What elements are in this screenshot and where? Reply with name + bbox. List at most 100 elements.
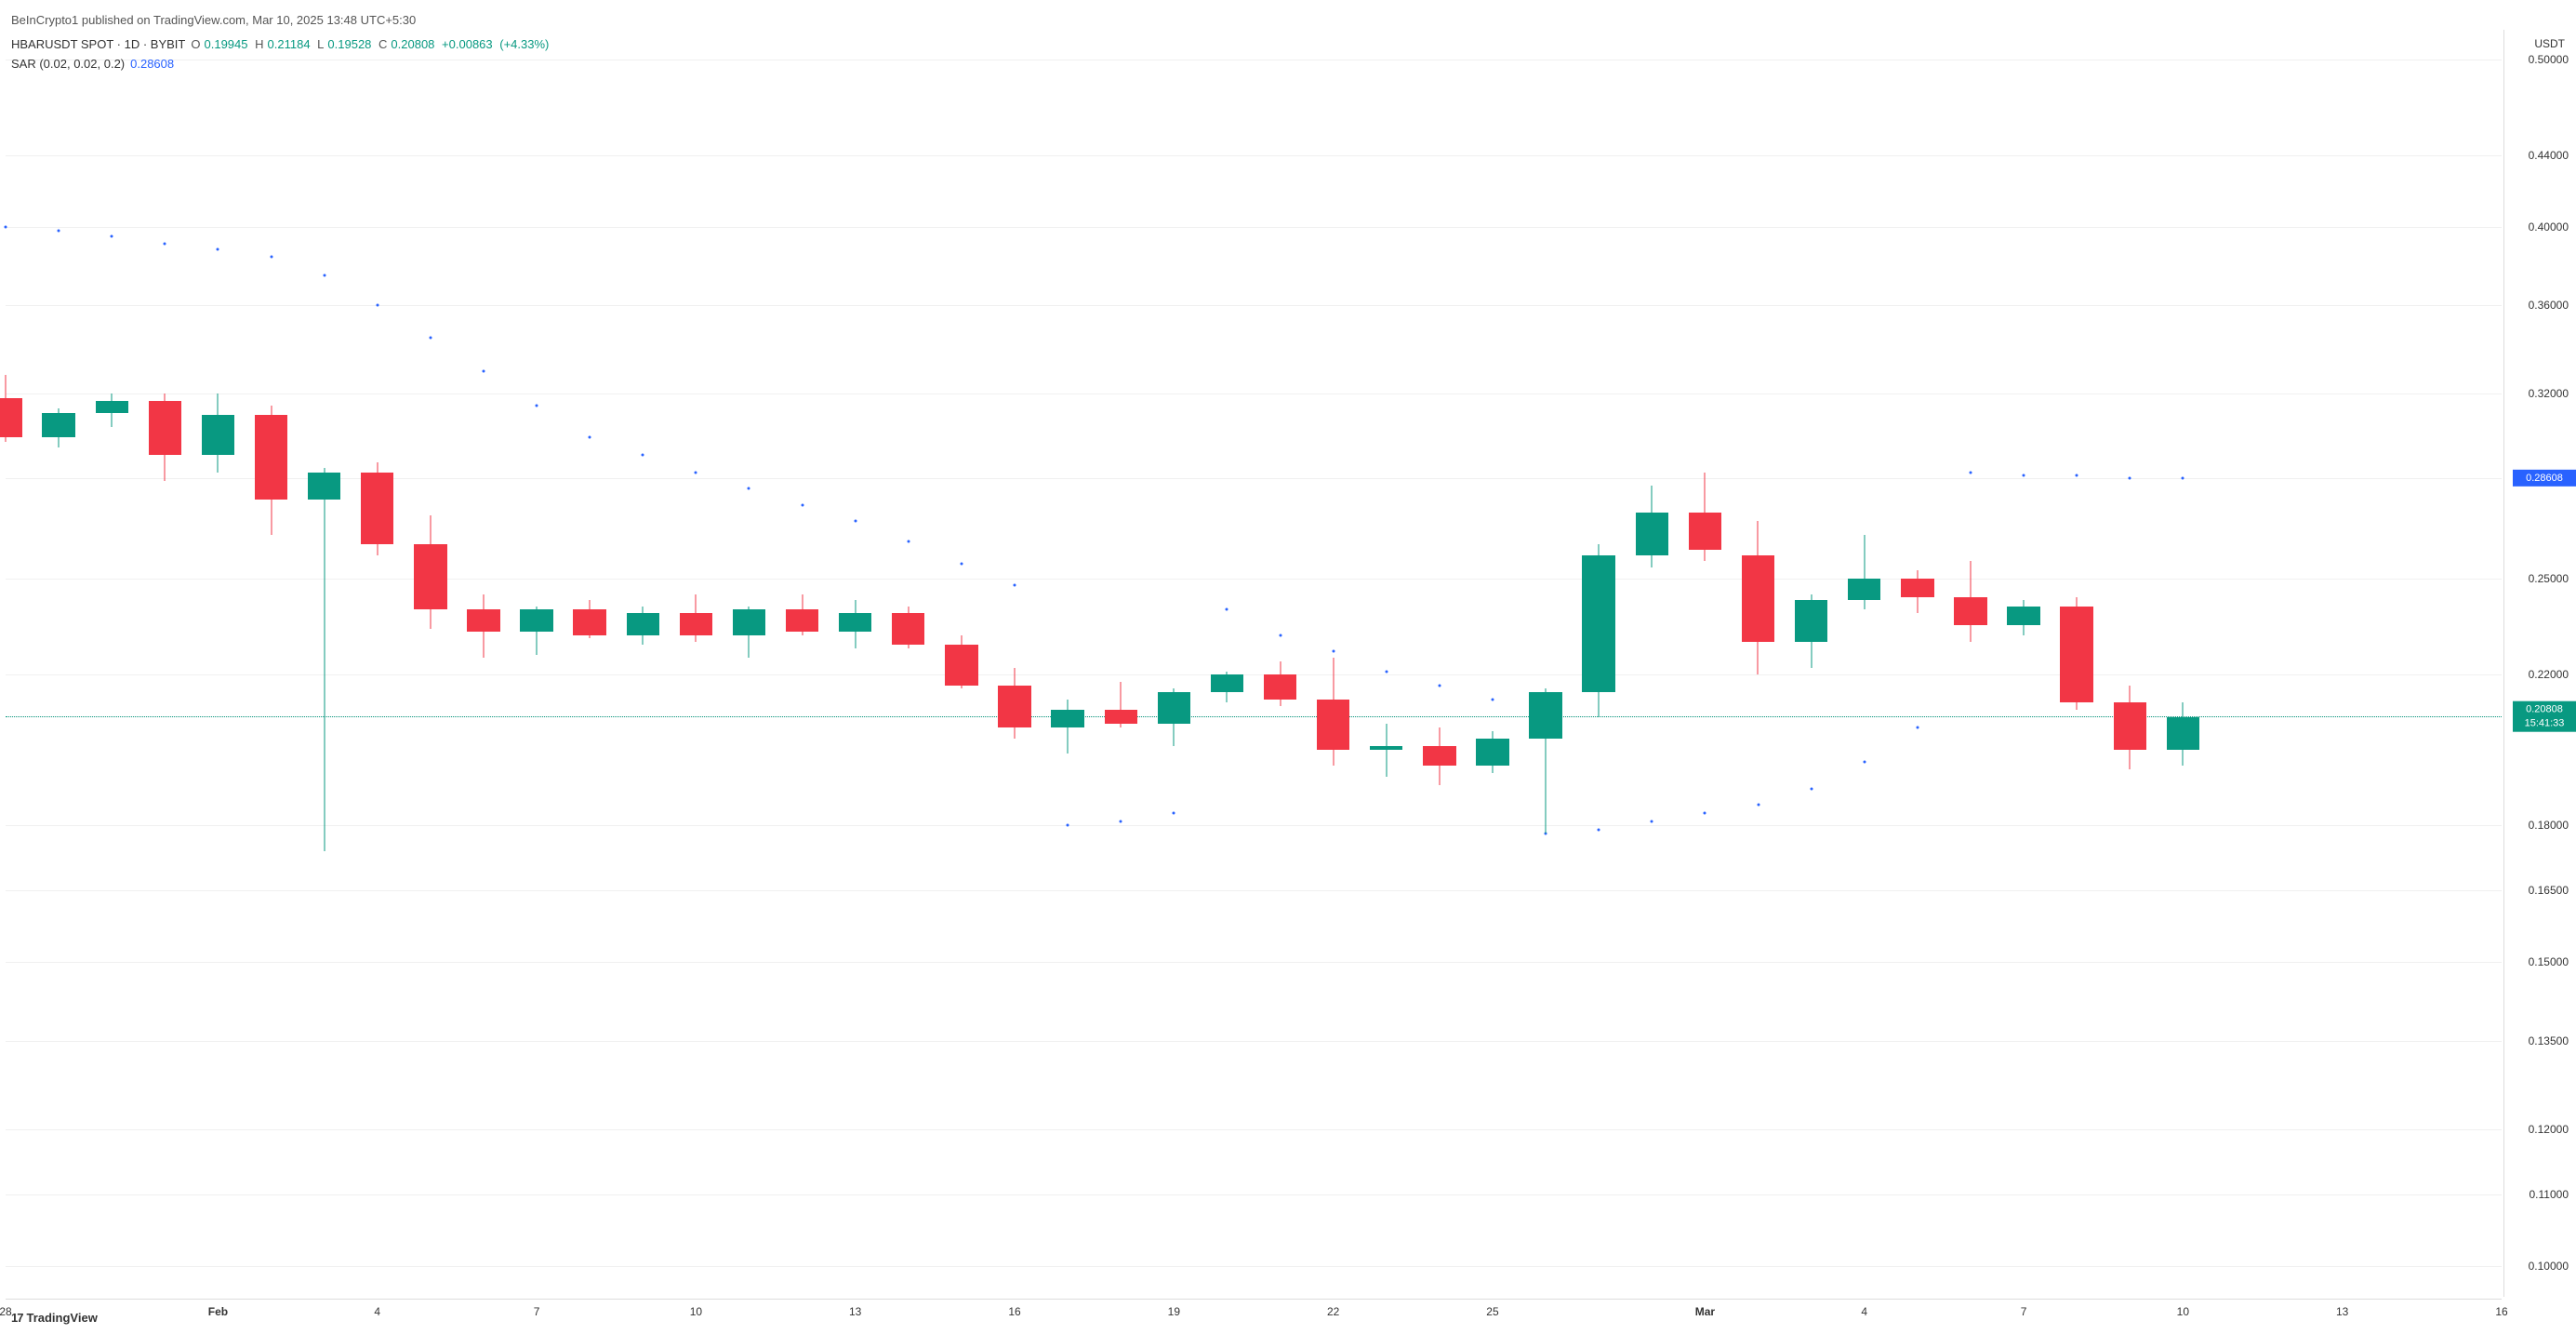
ohlc-values: O0.19945 H0.21184 L0.19528 C0.20808 +0.0… [191,35,552,55]
watermark-text: TradingView [26,1311,97,1325]
candlestick[interactable] [1582,30,1614,1297]
candle-body [308,473,340,499]
candle-body [1264,674,1296,699]
candlestick[interactable] [680,30,712,1297]
candle-body [0,398,22,437]
candlestick[interactable] [1264,30,1296,1297]
candlestick[interactable] [573,30,605,1297]
x-tick-label: 10 [690,1305,702,1318]
plot-area[interactable] [6,30,2502,1297]
candlestick[interactable] [733,30,765,1297]
x-axis[interactable]: 28Feb47101316192225Mar47101316 [6,1299,2502,1334]
price-tag-value: 0.20808 [2518,703,2570,716]
candle-body [786,609,818,632]
candlestick[interactable] [1370,30,1402,1297]
candlestick[interactable] [414,30,446,1297]
chart-legend: HBARUSDT SPOT · 1D · BYBIT O0.19945 H0.2… [11,35,552,74]
candlestick[interactable] [0,30,22,1297]
y-tick-label: 0.11000 [2509,1188,2569,1201]
candle-body [149,401,181,455]
candle-body [1317,700,1349,751]
x-tick-label: 19 [1168,1305,1180,1318]
x-tick-label: 22 [1327,1305,1339,1318]
candle-body [892,613,924,645]
candlestick[interactable] [1105,30,1137,1297]
candlestick[interactable] [1901,30,1933,1297]
candle-body [2114,702,2146,750]
candle-body [1795,600,1827,641]
candlestick[interactable] [1211,30,1243,1297]
tradingview-watermark: 17 TradingView [11,1311,98,1325]
candle-body [1848,579,1880,600]
x-tick-label: 7 [2021,1305,2027,1318]
y-tick-label: 0.15000 [2509,955,2569,968]
change-value: +0.00863 [442,37,493,51]
candle-body [2060,607,2092,702]
candlestick[interactable] [998,30,1030,1297]
y-tick-label: 0.22000 [2509,668,2569,681]
x-tick-label: 16 [2495,1305,2507,1318]
x-tick-label: 16 [1008,1305,1020,1318]
candle-wick [324,468,325,851]
candle-body [467,609,499,632]
candlestick[interactable] [2007,30,2039,1297]
candlestick[interactable] [1742,30,1774,1297]
y-tick-label: 0.44000 [2509,149,2569,162]
publish-date: Mar 10, 2025 13:48 UTC+5:30 [252,13,416,27]
candlestick[interactable] [2060,30,2092,1297]
candlestick[interactable] [2114,30,2146,1297]
y-tick-label: 0.32000 [2509,387,2569,400]
x-tick-label: Feb [208,1305,228,1318]
site-name: TradingView.com [153,13,246,27]
close-value: 0.20808 [391,37,434,51]
candlestick[interactable] [520,30,552,1297]
candle-body [998,686,1030,728]
candlestick[interactable] [202,30,234,1297]
candlestick[interactable] [1636,30,1668,1297]
candle-body [945,645,977,685]
publish-info: BeInCrypto1 published on TradingView.com… [11,13,416,27]
candlestick[interactable] [467,30,499,1297]
candlestick[interactable] [839,30,871,1297]
candle-body [96,401,128,413]
y-tick-label: 0.10000 [2509,1260,2569,1273]
candlestick[interactable] [1158,30,1190,1297]
y-tick-label: 0.40000 [2509,220,2569,233]
candlestick[interactable] [42,30,74,1297]
y-axis[interactable]: USDT 0.500000.440000.400000.360000.32000… [2503,30,2576,1297]
high-value: 0.21184 [268,37,311,51]
x-tick-label: Mar [1695,1305,1715,1318]
candle-body [1158,692,1190,724]
tradingview-logo-icon: 17 [11,1311,22,1325]
candle-wick [1386,724,1387,777]
candlestick[interactable] [361,30,393,1297]
candlestick[interactable] [945,30,977,1297]
candlestick[interactable] [255,30,287,1297]
candlestick[interactable] [1795,30,1827,1297]
sar-price-tag: 0.28608 [2513,470,2576,487]
candlestick[interactable] [892,30,924,1297]
candle-body [1370,746,1402,750]
candlestick[interactable] [1051,30,1083,1297]
chart-container[interactable]: BeInCrypto1 published on TradingView.com… [0,0,2576,1334]
change-pct: (+4.33%) [499,37,549,51]
candlestick[interactable] [1848,30,1880,1297]
candle-body [1689,513,1721,549]
candle-body [42,413,74,437]
candlestick[interactable] [1954,30,1986,1297]
candlestick[interactable] [96,30,128,1297]
candlestick[interactable] [2167,30,2199,1297]
candlestick[interactable] [1317,30,1349,1297]
candle-body [1582,555,1614,692]
y-tick-label: 0.25000 [2509,572,2569,585]
candlestick[interactable] [1423,30,1455,1297]
candlestick[interactable] [149,30,181,1297]
candlestick[interactable] [627,30,659,1297]
candle-body [2167,717,2199,751]
candlestick[interactable] [786,30,818,1297]
x-tick-label: 10 [2177,1305,2189,1318]
candlestick[interactable] [1476,30,1508,1297]
candlestick[interactable] [1529,30,1561,1297]
candlestick[interactable] [1689,30,1721,1297]
candlestick[interactable] [308,30,340,1297]
